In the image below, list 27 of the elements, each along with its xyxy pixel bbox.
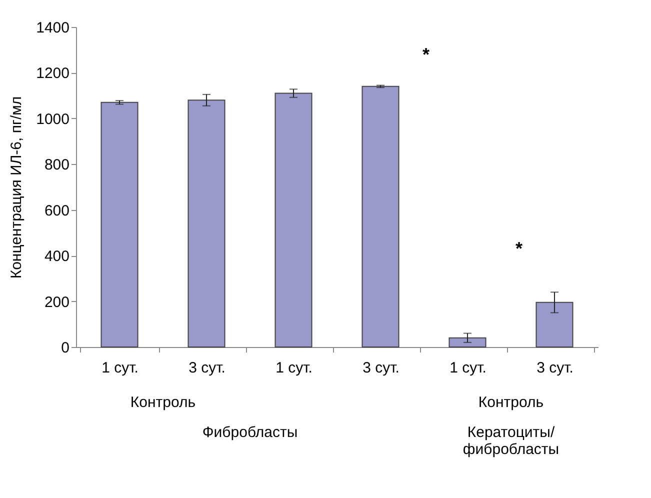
- x-tick-label: 1 сут.: [450, 360, 486, 376]
- y-tick-label: 600: [44, 202, 70, 220]
- text: Фибробласты: [202, 424, 298, 441]
- bar: [100, 102, 138, 348]
- x-tick-label: 3 сут.: [188, 360, 226, 376]
- y-tick-label: 1200: [36, 65, 70, 82]
- bar: [362, 86, 400, 348]
- y-tick-label: 1000: [36, 110, 70, 128]
- annotation: *: [422, 44, 430, 64]
- y-tick-label: 400: [44, 248, 70, 266]
- x-tick-label: 1 сут.: [276, 360, 312, 376]
- x-tick-label: 1 сут.: [102, 360, 138, 376]
- x-tick-label: 3 сут.: [362, 360, 400, 376]
- text: Кератоциты/ фибробласты: [462, 424, 560, 458]
- y-tick-label: 200: [44, 294, 70, 311]
- y-tick-label: 0: [61, 340, 70, 356]
- x-tick-label: 3 сут.: [536, 360, 574, 376]
- y-tick-label: 1400: [36, 20, 70, 36]
- y-axis-title: Концентрация ИЛ-6, пг/мл: [8, 96, 26, 279]
- bar: [188, 100, 226, 348]
- text: Контроль: [130, 394, 196, 411]
- bar: [448, 337, 486, 348]
- bar: [274, 92, 312, 348]
- annotation: *: [515, 238, 523, 259]
- bar: [536, 302, 574, 348]
- text: Контроль: [478, 394, 544, 411]
- y-tick-label: 800: [44, 156, 70, 174]
